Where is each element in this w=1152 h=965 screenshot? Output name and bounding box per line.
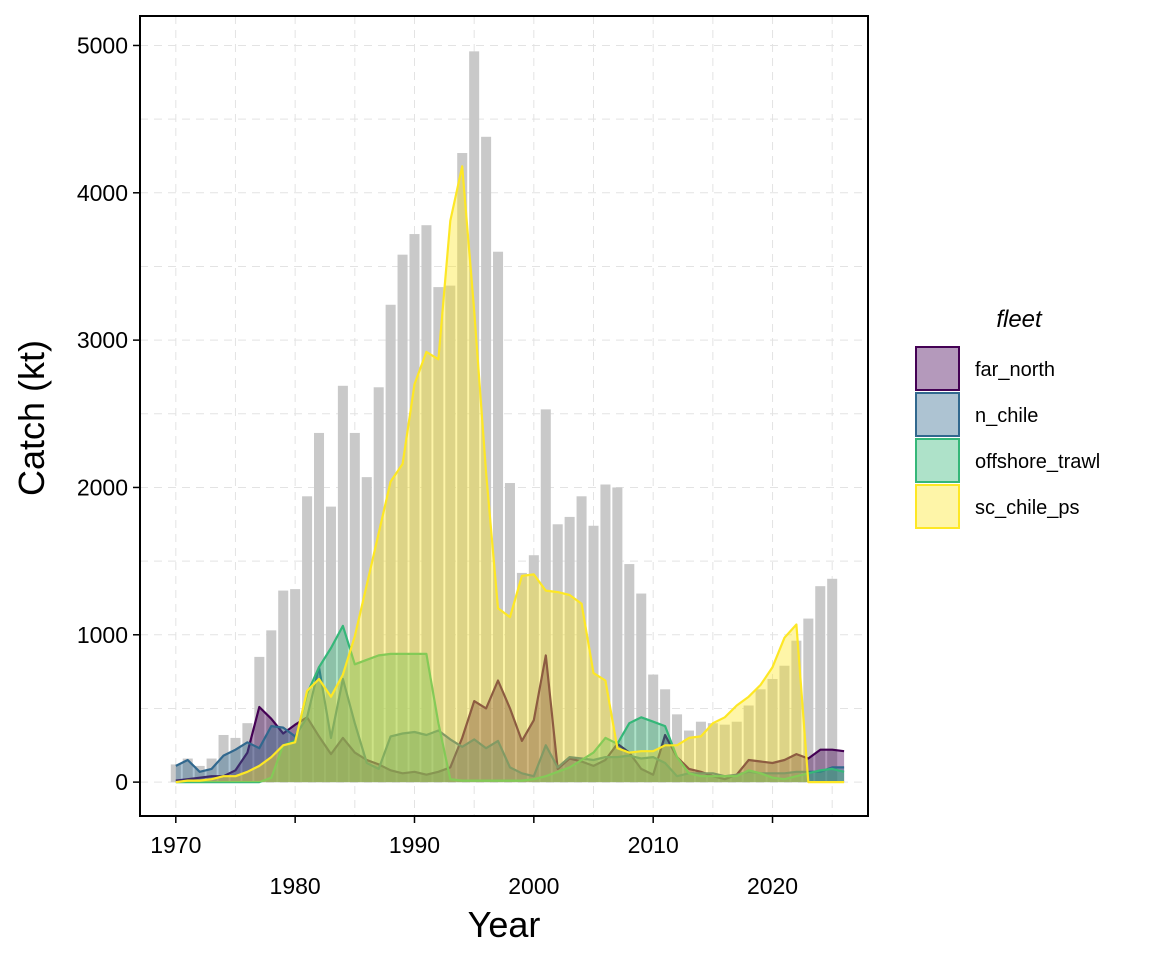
legend-title: fleet <box>996 306 1043 333</box>
total-catch-bar <box>803 618 814 783</box>
total-catch-bar <box>349 432 360 783</box>
y-axis-title: Catch (kt) <box>11 340 52 496</box>
legend-label-offshore_trawl: offshore_trawl <box>975 451 1100 473</box>
total-catch-bar <box>457 153 468 783</box>
total-catch-bar <box>278 590 289 783</box>
total-catch-bar <box>564 516 575 783</box>
total-catch-bar <box>707 723 718 783</box>
total-catch-bar <box>683 730 694 783</box>
total-catch-bar <box>648 674 659 783</box>
area-sc_chile_ps <box>175 166 845 783</box>
total-catch-bar <box>624 564 635 783</box>
total-catch-bar <box>791 640 802 783</box>
total-catch-bar <box>552 524 563 783</box>
total-catch-bar <box>302 496 313 783</box>
total-catch-bar <box>361 477 372 783</box>
total-catch-bar <box>755 689 766 783</box>
total-catch-bar <box>827 578 838 783</box>
x-tick-label: 1970 <box>150 832 201 858</box>
total-catch-bar <box>636 593 647 783</box>
total-catch-bar <box>815 586 826 783</box>
total-catch-bar <box>170 764 181 783</box>
x-tick-label: 2010 <box>628 832 679 858</box>
y-tick-label: 2000 <box>77 474 128 500</box>
total-catch-bar <box>588 525 599 783</box>
y-tick-label: 4000 <box>77 180 128 206</box>
area-n_chile <box>175 667 845 783</box>
area-far_north <box>175 655 845 783</box>
total-catch-bar <box>767 678 778 783</box>
total-catch-bar <box>194 765 205 783</box>
x-tick-label: 1980 <box>270 873 321 899</box>
total-catch-bar <box>385 304 396 783</box>
total-catch-bar <box>314 432 325 783</box>
total-catch-bar <box>779 665 790 783</box>
y-tick-label: 1000 <box>77 622 128 648</box>
total-catch-bar <box>516 572 527 783</box>
line-sc_chile_ps <box>175 165 845 784</box>
legend-key-far_north <box>915 346 960 391</box>
total-catch-bar <box>433 287 444 783</box>
total-catch-bar <box>731 721 742 783</box>
x-axis-title: Year <box>468 904 541 945</box>
total-catch-bar <box>528 555 539 783</box>
x-tick-label: 2000 <box>508 873 559 899</box>
total-catch-bar <box>469 51 480 783</box>
total-catch-bar <box>325 506 336 783</box>
total-catch-bar <box>409 234 420 783</box>
y-tick-label: 3000 <box>77 327 128 353</box>
legend-key-sc_chile_ps <box>915 484 960 529</box>
total-catch-bar <box>421 225 432 783</box>
total-catch-bar <box>254 656 265 783</box>
legend: fleet far_north n_chile offshore_trawl sc_c… <box>915 306 1100 529</box>
total-catch-bar <box>612 487 623 783</box>
total-catch-bar <box>672 714 683 783</box>
total-catch-bar <box>266 630 277 783</box>
total-catch-bar <box>230 737 241 783</box>
total-catch-bar <box>493 251 504 783</box>
fleet-areas <box>175 165 845 784</box>
total-catch-bar <box>719 724 730 783</box>
legend-label-far_north: far_north <box>975 359 1055 381</box>
legend-key-n_chile <box>915 392 960 437</box>
legend-key-offshore_trawl <box>915 438 960 483</box>
legend-label-sc_chile_ps: sc_chile_ps <box>975 497 1080 519</box>
total-catch-bar <box>540 409 551 783</box>
plot-panel-border <box>139 15 869 817</box>
total-catch-bar <box>337 385 348 783</box>
x-tick-label: 1990 <box>389 832 440 858</box>
axes: 0 1000 2000 3000 4000 5000 1970 1980 1990 2000 201… <box>77 32 798 899</box>
total-catch-bar <box>504 483 515 783</box>
total-catch-bar <box>695 721 706 783</box>
total-catch-bar <box>576 496 587 783</box>
legend-label-n_chile: n_chile <box>975 405 1038 427</box>
total-catch-bar <box>600 484 611 783</box>
total-catch-bar <box>397 254 408 783</box>
y-tick-label: 0 <box>115 769 128 795</box>
total-catch-bar <box>290 589 301 783</box>
y-tick-label: 5000 <box>77 32 128 58</box>
total-catch-bar <box>206 758 217 783</box>
total-catch-bar <box>373 387 384 783</box>
total-catch-bar <box>218 734 229 783</box>
total-catch-bar <box>743 705 754 783</box>
area-offshore_trawl <box>175 625 845 783</box>
total-catch-bar <box>182 758 193 783</box>
x-tick-label: 2020 <box>747 873 798 899</box>
total-catch-bar <box>445 285 456 783</box>
